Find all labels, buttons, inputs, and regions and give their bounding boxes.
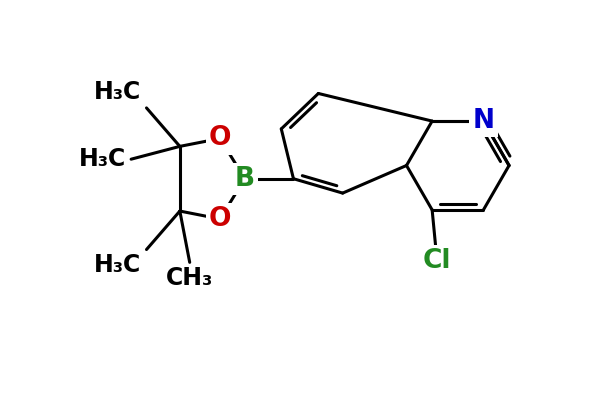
- Text: B: B: [235, 166, 255, 192]
- Text: H₃C: H₃C: [79, 147, 126, 171]
- Text: O: O: [209, 206, 232, 232]
- Text: N: N: [472, 108, 494, 134]
- Text: H₃C: H₃C: [94, 80, 142, 104]
- Text: H₃C: H₃C: [94, 254, 142, 278]
- Text: CH₃: CH₃: [166, 266, 214, 290]
- Text: Cl: Cl: [423, 248, 451, 274]
- Text: O: O: [209, 126, 232, 152]
